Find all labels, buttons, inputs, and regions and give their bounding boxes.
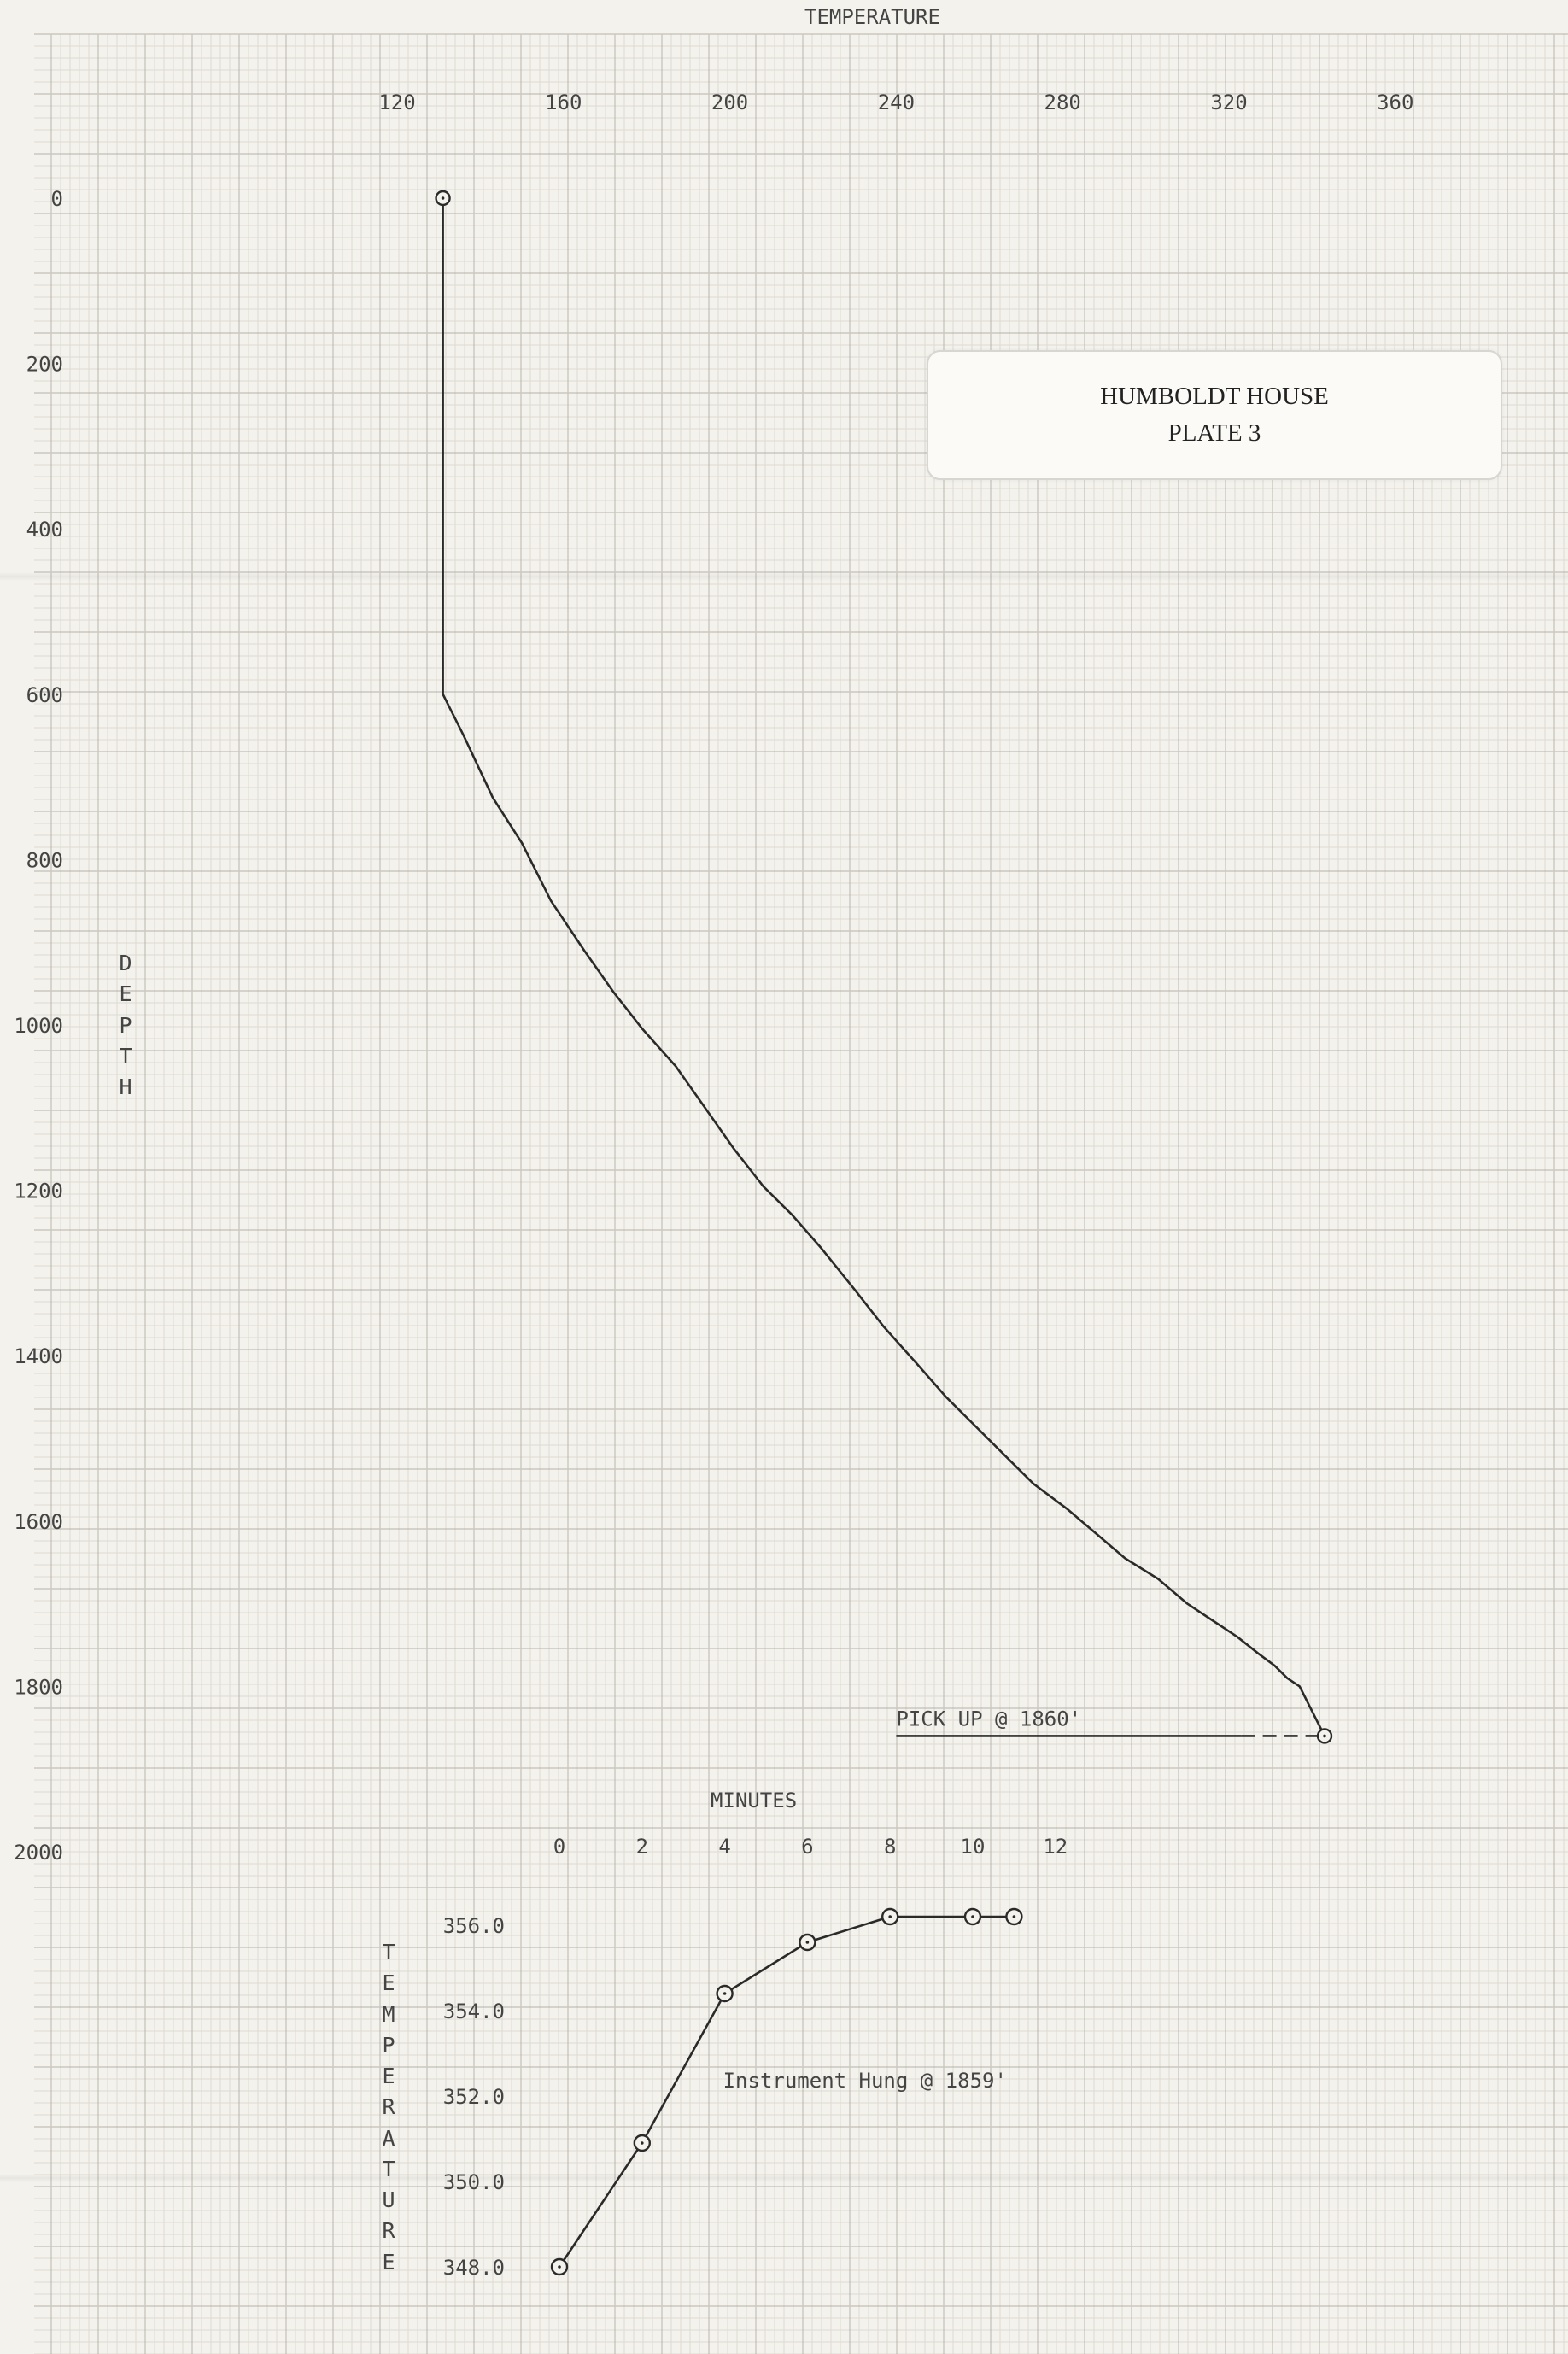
y-tick-label: 200 xyxy=(26,353,63,377)
axis-label-letter: U xyxy=(382,2187,395,2212)
data-point-dot xyxy=(641,2141,644,2145)
y-tick-label: 600 xyxy=(26,683,63,707)
y-tick-label: 354.0 xyxy=(443,2000,505,2023)
x-tick-label: 0 xyxy=(553,1835,565,1859)
y-tick-label: 1000 xyxy=(14,1014,63,1038)
axis-label-letter: P xyxy=(119,1012,132,1038)
y-tick-label: 1400 xyxy=(14,1344,63,1368)
x-tick-label: 240 xyxy=(878,91,915,114)
axis-label-letter: R xyxy=(382,2218,395,2244)
axis-label-letter: E xyxy=(382,2249,395,2275)
y-tick-label: 356.0 xyxy=(443,1914,505,1938)
axis-label-letter: E xyxy=(382,2064,395,2088)
x-tick-label: 160 xyxy=(545,91,582,114)
x-tick-label: 360 xyxy=(1377,91,1413,114)
axis-label-letter: D xyxy=(119,951,132,975)
axis-label-letter: M xyxy=(382,2001,395,2027)
x-tick-label: 320 xyxy=(1210,91,1247,114)
x-tick-label: 2 xyxy=(636,1835,648,1859)
axis-label-letter: H xyxy=(119,1075,132,1099)
axis-label-letter: P xyxy=(382,2032,395,2058)
data-point-dot xyxy=(1012,1915,1016,1918)
x-tick-label: 4 xyxy=(718,1835,730,1859)
x-tick-label: 6 xyxy=(801,1835,813,1859)
plate-number: PLATE 3 xyxy=(1167,419,1261,447)
minutes-temperature-chart: 0 2 4 6 8 10 12 348.0 350.0 352.0 354.0 356.0 Instru… xyxy=(443,1835,1068,2280)
x-tick-label: 8 xyxy=(884,1835,896,1859)
x-tick-label: 200 xyxy=(711,91,748,114)
data-point-dot xyxy=(723,1992,727,1995)
x-tick-label: 10 xyxy=(961,1835,986,1859)
axis-label-letter: T xyxy=(382,2156,395,2181)
axis-label-letter: A xyxy=(382,2125,395,2151)
y-tick-label: 2000 xyxy=(14,1841,63,1865)
data-point-dot xyxy=(441,196,445,200)
plate-title: HUMBOLDT HOUSE xyxy=(1100,383,1329,410)
y-tick-label: 348.0 xyxy=(443,2256,505,2280)
paper-fold xyxy=(0,2174,1568,2182)
y-tick-label: 1600 xyxy=(14,1510,63,1534)
y-tick-label: 1800 xyxy=(14,1675,63,1699)
inset-x-axis-label: MINUTES xyxy=(711,1789,798,1812)
x-tick-label: 12 xyxy=(1043,1835,1068,1859)
axis-label-letter: E xyxy=(119,981,132,1007)
main-x-axis-label: TEMPERATURE xyxy=(804,5,940,29)
y-tick-label: 350.0 xyxy=(443,2170,505,2194)
x-tick-label: 280 xyxy=(1044,91,1081,114)
plate-title-box: HUMBOLDT HOUSE PLATE 3 xyxy=(927,350,1502,480)
depth-temperature-chart: 120 160 200 240 280 320 3600200400600800100012… xyxy=(14,91,1413,1865)
y-tick-label: 400 xyxy=(26,518,63,542)
y-tick-label: 352.0 xyxy=(443,2085,505,2109)
axis-label-letter: R xyxy=(382,2094,395,2120)
data-point-dot xyxy=(971,1915,974,1918)
major-gridlines xyxy=(34,33,1568,2354)
y-tick-label: 0 xyxy=(51,187,63,211)
y-tick-label: 1200 xyxy=(14,1180,63,1203)
instrument-annotation: Instrument Hung @ 1859' xyxy=(723,2069,1007,2093)
minor-gridlines xyxy=(34,34,1568,2354)
x-tick-label: 120 xyxy=(378,91,415,114)
axis-label-letter: T xyxy=(119,1043,132,1069)
y-tick-label: 800 xyxy=(26,848,63,872)
data-point-dot xyxy=(558,2265,561,2269)
paper-fold xyxy=(0,572,1568,581)
axis-label-letter: E xyxy=(382,1970,395,1996)
data-point-dot xyxy=(1323,1734,1326,1738)
axis-label-letter: T xyxy=(382,1940,395,1965)
data-point-dot xyxy=(888,1915,892,1918)
data-point-dot xyxy=(805,1941,810,1944)
temperature-depth-curve xyxy=(442,196,1326,1737)
pickup-annotation: PICK UP @ 1860' xyxy=(896,1707,1081,1730)
